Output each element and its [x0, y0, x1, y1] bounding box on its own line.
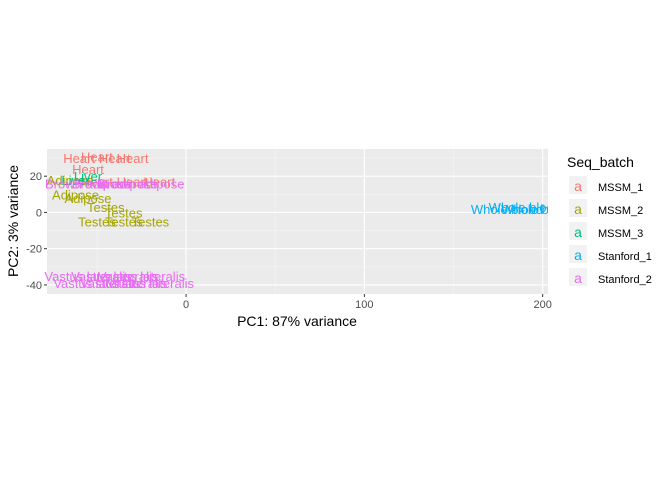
legend-label: MSSM_3: [598, 228, 643, 240]
point-label: Vastus lateralis: [71, 269, 159, 284]
legend-key: [569, 268, 587, 286]
point-label: Whole blood: [471, 202, 543, 217]
x-axis-title: PC1: 87% variance: [237, 313, 357, 329]
y-tick-label: 20: [30, 171, 42, 183]
legend-title: Seq_batch: [567, 154, 634, 170]
point-label: Testes: [87, 200, 125, 215]
y-tick-label: -20: [26, 244, 42, 256]
point-label: Testes: [105, 205, 143, 220]
legend-key-glyph: a: [574, 270, 582, 286]
point-label: Heart: [63, 151, 95, 166]
point-label: Liver: [74, 169, 103, 184]
point-label: Vastus lateralis: [107, 276, 195, 291]
x-tick-label: 0: [183, 299, 189, 311]
legend-key-glyph: a: [574, 178, 582, 194]
point-label: Heart: [81, 149, 113, 164]
point-label: Heart: [81, 175, 113, 190]
point-label: Heart: [117, 175, 149, 190]
point-label: Testes: [132, 215, 170, 230]
legend-label: Stanford_2: [598, 274, 652, 286]
legend-key-glyph: a: [574, 201, 582, 217]
point-label: Brown adipose: [98, 176, 184, 191]
grid-major: [47, 149, 548, 294]
x-tick-label: 200: [533, 299, 551, 311]
point-label: Heart: [143, 175, 175, 190]
legend-label: Stanford_1: [598, 251, 652, 263]
point-label: Vastus lateralis: [44, 269, 132, 284]
point-label: Adipose: [47, 173, 94, 188]
legend-key: [569, 176, 587, 194]
point-label: Heart: [117, 151, 149, 166]
tick-labels: 0 100 200 -40 -20 0 20: [26, 171, 552, 311]
axis-ticks: [44, 175, 544, 297]
point-label: Heart: [99, 151, 131, 166]
point-label: Whole blood: [489, 200, 561, 215]
legend-key-glyph: a: [574, 247, 582, 263]
legend-key: [569, 222, 587, 240]
legend-items: a MSSM_1a MSSM_2a MSSM_3a Stanford_1a Stanfor…: [569, 176, 652, 286]
point-label: Liver: [61, 173, 90, 188]
point-label: Brown adipose: [45, 176, 131, 191]
y-tick-label: -40: [26, 280, 42, 292]
point-label: Testes: [105, 215, 143, 230]
y-tick-label: 0: [36, 207, 42, 219]
legend-key: [569, 245, 587, 263]
point-label: Vastus lateralis: [53, 276, 141, 291]
point-label: Whole blood: [501, 202, 573, 217]
point-label: Brown adipose: [72, 176, 158, 191]
grid-minor: [47, 149, 548, 294]
legend-key-glyph: a: [574, 224, 582, 240]
legend-label: MSSM_1: [598, 182, 643, 194]
point-label: Adipose: [52, 187, 99, 202]
point-label: Vastus lateralis: [98, 269, 186, 284]
point-label: Heart: [72, 162, 104, 177]
plot-panel: [47, 149, 548, 294]
point-label: Vastus lateralis: [80, 276, 168, 291]
y-axis-title: PC2: 3% variance: [5, 165, 21, 277]
point-label: Testes: [78, 215, 116, 230]
x-tick-label: 100: [355, 299, 373, 311]
point-label: Adipose: [65, 191, 112, 206]
legend-key: [569, 199, 587, 217]
legend: Seq_batch a MSSM_1a MSSM_2a MSSM_3a Stanford…: [567, 154, 652, 286]
legend-label: MSSM_2: [598, 205, 643, 217]
